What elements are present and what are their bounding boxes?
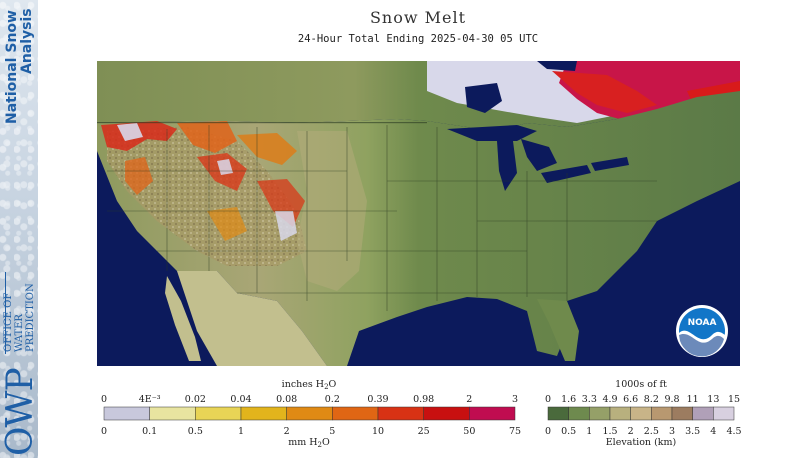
melt-swatch [332,406,379,421]
canada-us-border [97,122,427,124]
melt-tick-label: 0.1 [142,426,157,437]
great-lakes [447,125,629,191]
melt-tick-label: 0 [101,426,107,437]
elev-swatch [568,406,590,421]
legends: inches H2O 0 4E⁻³ 0.02 0.04 0.08 0.2 0.39 0.98 2… [101,379,742,449]
us-land [97,91,740,366]
florida [537,299,579,361]
elev-tick-label: 4 [710,426,716,437]
melt-tick-label: 5 [329,426,335,437]
elev-tick-label: 0.5 [561,426,576,437]
elev-tick-label: 8.2 [644,394,659,405]
melt-tick-label: 2 [284,426,290,437]
elev-swatch [547,406,569,421]
brand-line-1: National Snow [4,10,20,124]
melt-swatch [286,406,333,421]
melt-tick-label: 0 [101,394,107,405]
melt-tick-label: 3 [512,394,518,405]
elev-tick-label: 0 [545,426,551,437]
org-line-3: PREDICTION [25,283,36,352]
mexico-land [177,271,327,366]
org-line-1: OFFICE OF [3,292,14,352]
melt-tick-label: 75 [509,426,521,437]
melt-swatch [469,406,516,421]
melt-tick-label: 10 [372,426,384,437]
elev-swatch [651,406,673,421]
elev-tick-label: 4.5 [726,426,741,437]
melt-tick-label: 0.04 [230,394,251,405]
elev-legend-bottom-label: Elevation (km) [606,437,677,448]
melt-legend: inches H2O 0 4E⁻³ 0.02 0.04 0.08 0.2 0.39 0.98 2… [101,379,521,449]
melt-tick-label: 0.98 [413,394,434,405]
melt-tick-label: 0.2 [325,394,340,405]
elev-tick-label: 1.6 [561,394,576,405]
elev-tick-label: 1.5 [602,426,617,437]
melt-swatch [103,406,150,421]
elev-tick-label: 15 [728,394,740,405]
james-bay [465,83,502,113]
elev-tick-label: 3.5 [685,426,700,437]
melt-legend-bottom-label: mm H2O [288,437,330,449]
elev-swatch [630,406,652,421]
org-divider [5,272,6,354]
melt-tick-label: 0.08 [276,394,297,405]
elev-swatch [692,406,714,421]
melt-swatch [149,406,196,421]
elev-tick-label: 6.6 [623,394,638,405]
melt-tick-label: 2 [466,394,472,405]
melt-tick-label: 0.39 [367,394,388,405]
elev-tick-label: 13 [707,394,719,405]
melt-tick-label: 50 [463,426,475,437]
elev-swatch [671,406,693,421]
elev-tick-label: 1 [586,426,592,437]
map-title: Snow Melt [369,8,467,27]
noaa-logo-text: NOAA [688,318,717,328]
melt-tick-label: 0.02 [185,394,206,405]
melt-tick-label: 1 [238,426,244,437]
melt-swatch [423,406,470,421]
snow-melt-map: NOAA [97,61,740,366]
melt-legend-top-label: inches H2O [282,379,337,391]
melt-tick-label: 4E⁻³ [139,394,161,405]
elev-tick-label: 9.8 [664,394,679,405]
branding-sidebar: National Snow Analysis OFFICE OF WATER P… [0,0,38,458]
noaa-logo-icon: NOAA [676,305,728,358]
org-line-2: WATER [14,314,25,352]
melt-swatch [377,406,424,421]
elev-swatch [589,406,611,421]
elev-tick-label: 0 [545,394,551,405]
state-boundaries [107,125,657,311]
elev-tick-label: 3 [669,426,675,437]
elev-legend-top-label: 1000s of ft [615,379,667,390]
elev-tick-label: 2 [628,426,634,437]
elev-tick-label: 2.5 [644,426,659,437]
melt-tick-label: 25 [418,426,430,437]
elev-tick-label: 11 [687,394,699,405]
melt-swatch [240,406,287,421]
sidebar-snow-texture [0,0,38,458]
map-subtitle: 24-Hour Total Ending 2025-04-30 05 UTC [297,33,539,45]
melt-tick-label: 0.5 [188,426,203,437]
elev-tick-label: 3.3 [582,394,597,405]
elev-tick-label: 4.9 [602,394,617,405]
elev-swatch [609,406,631,421]
elev-swatch [713,406,735,421]
canada-melt-red [552,71,657,113]
baja-land [165,276,201,361]
north-water [537,61,577,71]
melt-swatch [195,406,242,421]
